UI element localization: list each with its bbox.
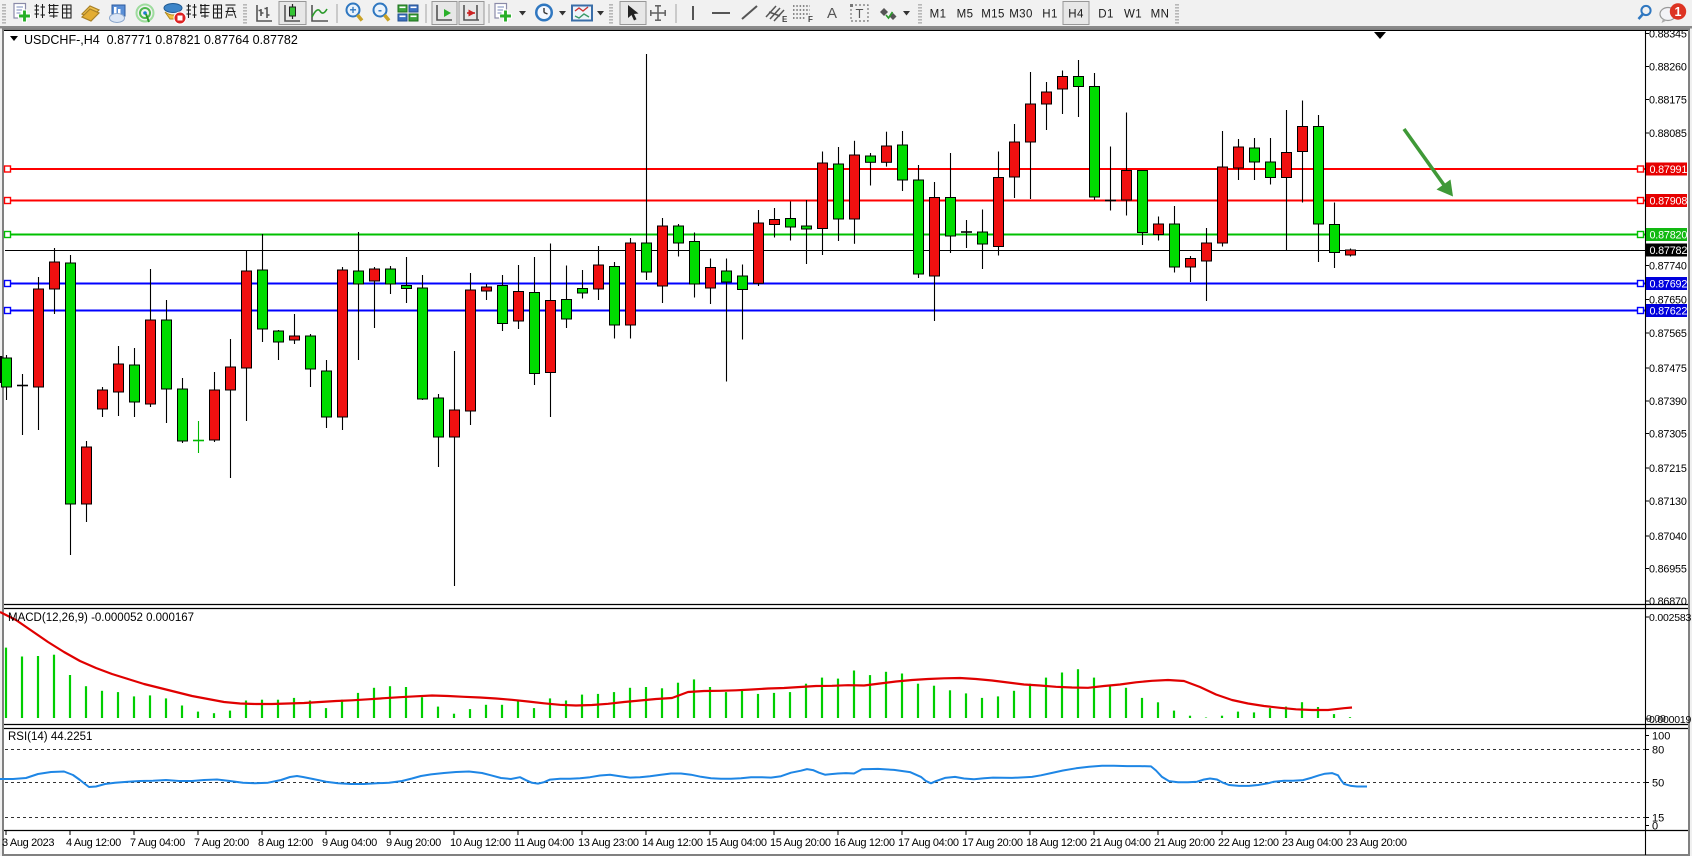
svg-text:15 Aug 04:00: 15 Aug 04:00 [706,837,767,849]
svg-text:21 Aug 04:00: 21 Aug 04:00 [1090,837,1151,849]
svg-text:1: 1 [1675,5,1682,19]
svg-text:F: F [808,15,813,24]
svg-text:0.87040: 0.87040 [1649,531,1687,543]
svg-text:0.86955: 0.86955 [1649,564,1687,576]
svg-text:100: 100 [1652,731,1670,743]
svg-text:3 Aug 2023: 3 Aug 2023 [2,837,54,849]
svg-text:0.87782: 0.87782 [1650,245,1688,257]
svg-text:M1: M1 [930,9,947,21]
svg-text:E: E [782,15,788,24]
svg-text:T: T [856,6,864,21]
svg-text:W1: W1 [1124,9,1142,21]
svg-text:22 Aug 12:00: 22 Aug 12:00 [1218,837,1279,849]
svg-text:M15: M15 [981,9,1005,21]
svg-text:23 Aug 04:00: 23 Aug 04:00 [1282,837,1343,849]
svg-text:17 Aug 20:00: 17 Aug 20:00 [962,837,1023,849]
svg-text:0.87991: 0.87991 [1650,164,1688,176]
svg-text:9 Aug 20:00: 9 Aug 20:00 [386,837,441,849]
svg-text:0.87740: 0.87740 [1649,261,1687,273]
svg-text:50: 50 [1652,778,1664,790]
svg-text:7 Aug 20:00: 7 Aug 20:00 [194,837,249,849]
svg-text:14 Aug 12:00: 14 Aug 12:00 [642,837,703,849]
svg-text:0.87692: 0.87692 [1650,279,1688,291]
svg-text:0.87650: 0.87650 [1649,295,1687,307]
svg-text:11 Aug 04:00: 11 Aug 04:00 [514,837,574,849]
svg-text:0.87622: 0.87622 [1650,306,1688,318]
svg-text:+: + [349,3,356,17]
svg-text:16 Aug 12:00: 16 Aug 12:00 [834,837,895,849]
svg-text:7 Aug 04:00: 7 Aug 04:00 [130,837,185,849]
svg-text:H1: H1 [1042,9,1058,21]
svg-text:0.87215: 0.87215 [1649,463,1687,475]
svg-text:0.88260: 0.88260 [1649,62,1687,74]
svg-text:0.87130: 0.87130 [1649,496,1687,508]
svg-text:0.87390: 0.87390 [1649,396,1687,408]
svg-text:0.00: 0.00 [1646,713,1666,725]
svg-text:4 Aug 12:00: 4 Aug 12:00 [66,837,121,849]
svg-text:-: - [378,3,382,17]
svg-text:23 Aug 20:00: 23 Aug 20:00 [1346,837,1407,849]
svg-text:15 Aug 20:00: 15 Aug 20:00 [770,837,831,849]
svg-text:0.88175: 0.88175 [1649,95,1687,107]
svg-text:USDCHF-,H4 0.87771 0.87821 0.: USDCHF-,H4 0.87771 0.87821 0.87764 0.877… [24,33,298,47]
svg-text:0.88085: 0.88085 [1649,128,1687,140]
svg-text:0.86870: 0.86870 [1649,596,1687,608]
svg-text:8 Aug 12:00: 8 Aug 12:00 [258,837,313,849]
svg-text:0.000019: 0.000019 [1649,714,1692,726]
svg-text:M30: M30 [1009,9,1033,21]
svg-text:A: A [827,5,837,22]
svg-text:H4: H4 [1068,9,1084,21]
svg-text:MN: MN [1151,9,1170,21]
svg-text:M5: M5 [957,9,974,21]
svg-text:0.87908: 0.87908 [1650,196,1688,208]
svg-text:0.002583: 0.002583 [1649,612,1692,624]
svg-text:0.87565: 0.87565 [1649,328,1687,340]
svg-text:21 Aug 20:00: 21 Aug 20:00 [1154,837,1215,849]
svg-text:0.87305: 0.87305 [1649,429,1687,441]
svg-text:17 Aug 04:00: 17 Aug 04:00 [898,837,959,849]
svg-text:10 Aug 12:00: 10 Aug 12:00 [450,837,511,849]
svg-text:9 Aug 04:00: 9 Aug 04:00 [322,837,377,849]
svg-text:18 Aug 12:00: 18 Aug 12:00 [1026,837,1087,849]
svg-text:0.87475: 0.87475 [1649,363,1687,375]
svg-text:0: 0 [1652,821,1658,833]
svg-text:D1: D1 [1098,9,1114,21]
svg-text:MACD(12,26,9) -0.000052 0.0001: MACD(12,26,9) -0.000052 0.000167 [8,612,194,624]
svg-text:15: 15 [1652,813,1664,825]
svg-text:80: 80 [1652,745,1664,757]
svg-text:0.88345: 0.88345 [1649,29,1687,41]
svg-text:0.87820: 0.87820 [1650,230,1688,242]
svg-text:13 Aug 23:00: 13 Aug 23:00 [578,837,639,849]
svg-text:RSI(14) 44.2251: RSI(14) 44.2251 [8,731,92,743]
